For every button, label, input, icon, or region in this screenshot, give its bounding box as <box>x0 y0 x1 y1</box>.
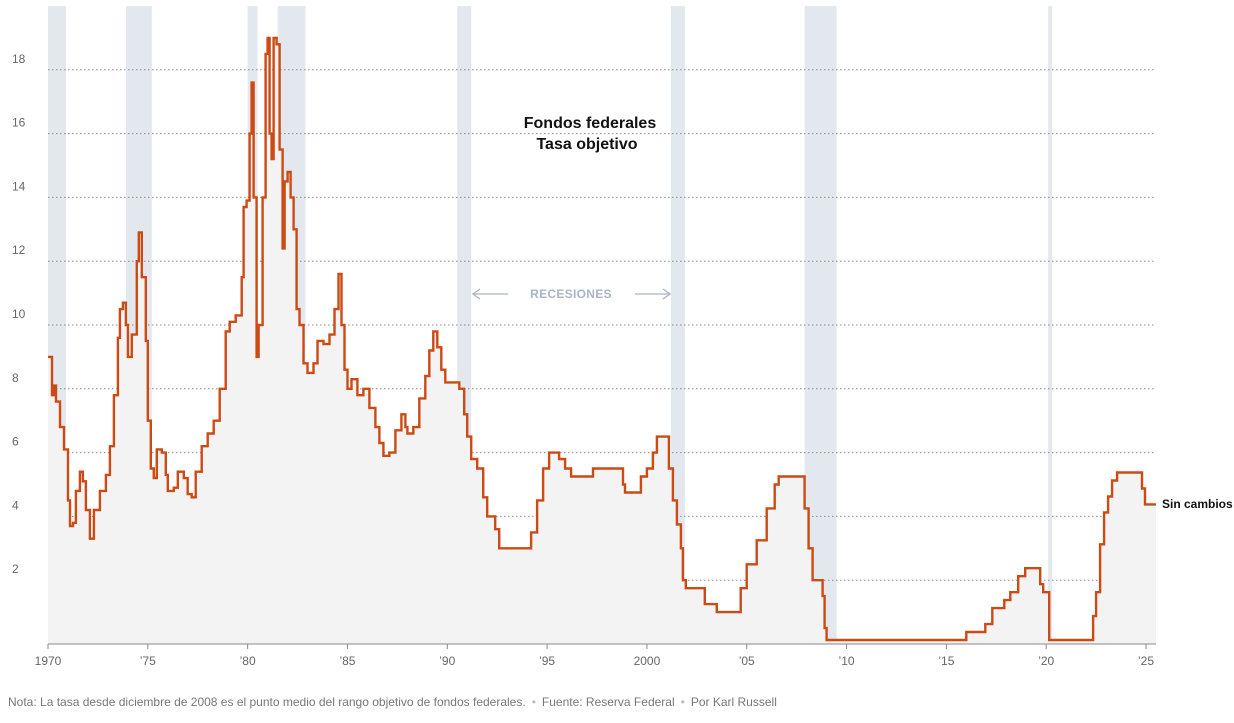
area-fill <box>48 37 1156 644</box>
x-axis: 1970 ’75 ’80 ’85 ’90 ’95 2000 ’05 ’10 ’15 ’20 ’25 <box>35 643 1156 668</box>
y-tick-label: 6 <box>12 435 19 449</box>
annotations: Fondos federales Tasa objetivo RECESIONE… <box>471 115 1233 511</box>
series-area <box>48 37 1156 644</box>
y-tick-label: 8 <box>12 371 19 385</box>
y-tick-label: 4 <box>12 498 19 512</box>
end-label: Sin cambios <box>1162 497 1233 511</box>
y-tick-label: 16 <box>12 116 26 130</box>
y-tick-label: 12 <box>12 243 26 257</box>
footnote: Nota: La tasa desde diciembre de 2008 es… <box>8 695 777 709</box>
arrow-right-icon <box>662 288 672 300</box>
x-tick-label: 2000 <box>634 654 661 668</box>
x-tick-label: ’20 <box>1038 654 1054 668</box>
recession-label: RECESIONES <box>530 287 612 301</box>
footnote-source: Fuente: Reserva Federal <box>541 695 675 709</box>
x-tick-label: ’95 <box>539 654 555 668</box>
x-tick-label: ’85 <box>339 654 355 668</box>
x-tick-label: ’25 <box>1138 654 1154 668</box>
footnote-separator: • <box>680 695 685 709</box>
chart-title-line-1: Fondos federales <box>524 115 657 132</box>
rate-line <box>48 36 1156 642</box>
y-tick-label: 2 <box>12 562 19 576</box>
rate-series <box>48 36 1156 642</box>
footnote-byline: Por Karl Russell <box>690 695 777 709</box>
x-tick-label: ’90 <box>439 654 455 668</box>
chart-title-line-2: Tasa objetivo <box>536 136 637 153</box>
y-tick-label: 18 <box>12 52 26 66</box>
y-tick-label: 14 <box>12 179 26 193</box>
x-tick-label: ’10 <box>839 654 855 668</box>
x-tick-label: ’80 <box>240 654 256 668</box>
arrow-left-icon <box>471 288 481 300</box>
x-tick-label: ’05 <box>739 654 755 668</box>
recession-band <box>1048 6 1053 644</box>
x-tick-label: ’75 <box>140 654 156 668</box>
x-tick-label: ’15 <box>938 654 954 668</box>
x-tick-label: 1970 <box>35 654 62 668</box>
y-tick-label: 10 <box>12 307 26 321</box>
recession-band <box>670 6 685 644</box>
y-axis: 2 4 6 8 10 12 14 16 18 <box>12 52 26 576</box>
footnote-separator: • <box>531 695 536 709</box>
fed-funds-chart: 2 4 6 8 10 12 14 16 18 1970 ’75 ’80 ’85 ’90 ’95 2000 ’0… <box>12 6 1233 668</box>
footnote-note: Nota: La tasa desde diciembre de 2008 es… <box>8 695 526 709</box>
